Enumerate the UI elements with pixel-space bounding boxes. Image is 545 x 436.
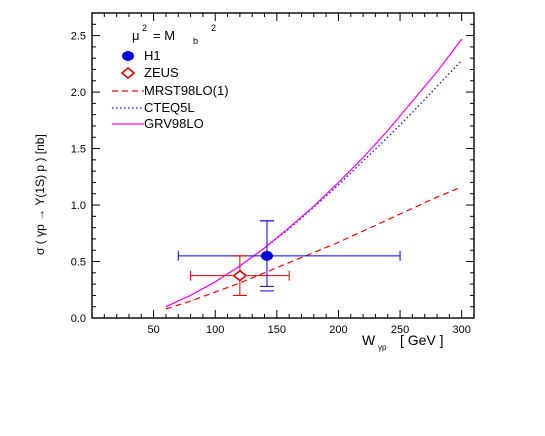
y-tick-label: 2.5 — [71, 31, 86, 43]
x-axis-label-main: W — [362, 332, 376, 348]
theory-curves — [165, 38, 463, 310]
legend-label: CTEQ5L — [144, 100, 195, 115]
marker-circle — [260, 250, 273, 261]
y-tick-label: 1.0 — [71, 200, 86, 212]
x-axis-label-sub: γp — [378, 343, 387, 352]
y-axis-label: σ ( γp → Υ(1S) p ) [nb] — [33, 134, 47, 255]
x-tick-label: 100 — [206, 324, 224, 336]
x-tick-label: 250 — [391, 324, 409, 336]
y-tick-label: 1.5 — [71, 144, 86, 156]
legend-entry: CTEQ5L — [112, 100, 195, 115]
x-axis-label-unit: [ GeV ] — [400, 332, 444, 348]
legend-label: H1 — [144, 48, 161, 63]
datapoint-h1 — [177, 220, 401, 292]
measurements — [177, 220, 401, 296]
annotation-eq: = M — [153, 28, 175, 43]
x-axis-label: W γp [ GeV ] — [362, 332, 444, 352]
axis-ticks: 50 100 150 200 250 300 0.0 0.5 1.0 1.5 2.0 2.5 — [71, 13, 474, 336]
annotation-sup: 2 — [211, 23, 216, 33]
legend-label: ZEUS — [144, 65, 179, 80]
curve-grv98lo — [165, 38, 463, 308]
x-tick-label: 200 — [329, 324, 347, 336]
y-tick-label: 2.0 — [71, 87, 86, 99]
legend-marker-circle — [122, 51, 134, 61]
x-tick-label: 50 — [147, 324, 159, 336]
legend-entry: MRST98LO(1) — [112, 83, 229, 98]
legend-label: GRV98LO — [144, 116, 204, 131]
annotation-mu: μ — [132, 28, 140, 43]
legend-entry: GRV98LO — [112, 116, 204, 131]
annotation-sub: b — [193, 36, 198, 46]
marker-diamond — [232, 269, 248, 282]
curve-mrst98lo-1- — [165, 186, 462, 310]
y-tick-label: 0.0 — [71, 313, 86, 325]
y-tick-label: 0.5 — [71, 257, 86, 269]
plot-frame — [91, 12, 475, 319]
x-tick-label: 150 — [268, 324, 286, 336]
scale-annotation: μ 2 = M b 2 — [132, 23, 216, 46]
legend-entry: H1 — [122, 48, 161, 63]
x-tick-label: 300 — [452, 324, 470, 336]
legend-marker-diamond — [120, 66, 136, 80]
legend-label: MRST98LO(1) — [144, 83, 229, 98]
legend-entry: ZEUS — [120, 65, 179, 80]
datapoint-zeus — [190, 255, 290, 296]
annotation-mu-sup: 2 — [142, 23, 147, 33]
